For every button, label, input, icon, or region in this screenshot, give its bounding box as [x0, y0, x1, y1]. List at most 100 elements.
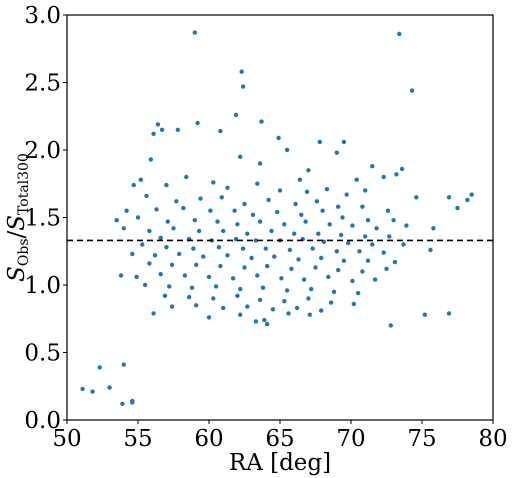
data-point: [384, 266, 389, 271]
y-tick-label: 2.5: [24, 71, 61, 97]
data-point: [80, 386, 85, 392]
data-point: [409, 88, 415, 93]
y-axis-label-sub1: Obs: [16, 238, 32, 266]
data-point: [327, 222, 332, 227]
x-axis-ticks: 50 55 60 65 70 75 80: [52, 420, 508, 452]
data-point: [144, 193, 149, 199]
data-point: [334, 249, 339, 254]
data-point: [221, 228, 226, 234]
data-point: [351, 301, 356, 307]
data-point: [184, 174, 189, 180]
data-point: [211, 180, 216, 185]
data-point: [154, 207, 159, 212]
data-point: [296, 257, 301, 262]
data-point: [399, 166, 405, 172]
data-point: [159, 127, 165, 132]
data-point: [313, 265, 318, 270]
data-point: [370, 242, 375, 247]
data-point: [381, 250, 386, 255]
data-point: [338, 232, 344, 238]
data-point: [292, 231, 297, 236]
data-point: [167, 284, 172, 289]
x-tick-label: 70: [336, 426, 365, 452]
data-point: [158, 272, 163, 277]
data-point: [289, 266, 294, 271]
data-point: [253, 319, 259, 324]
data-point: [269, 228, 274, 234]
data-point: [162, 293, 168, 298]
data-point: [240, 246, 246, 251]
data-point: [404, 223, 409, 228]
data-point: [242, 201, 247, 207]
data-point: [97, 365, 102, 370]
data-point: [266, 197, 271, 203]
data-point: [107, 385, 112, 390]
data-point: [350, 223, 355, 228]
data-point: [282, 299, 287, 304]
data-point: [215, 219, 220, 224]
data-point: [360, 269, 365, 274]
data-point: [363, 234, 368, 239]
data-point: [175, 127, 180, 132]
data-point: [363, 188, 368, 193]
data-point: [331, 289, 337, 294]
data-point: [135, 215, 141, 220]
data-point: [336, 204, 341, 209]
data-points: [80, 30, 474, 406]
data-point: [365, 258, 371, 263]
data-point: [219, 195, 224, 200]
data-point: [164, 245, 169, 250]
x-tick-label: 65: [265, 426, 294, 452]
data-point: [138, 177, 143, 182]
data-point: [422, 312, 427, 317]
data-point: [208, 208, 213, 213]
data-point: [307, 312, 312, 317]
data-point: [370, 164, 375, 169]
x-axis-label: RA [deg]: [229, 450, 331, 476]
data-point: [177, 251, 182, 257]
data-point: [171, 226, 176, 231]
data-point: [293, 201, 298, 207]
data-point: [455, 205, 460, 211]
data-point: [340, 215, 345, 220]
data-point: [387, 234, 392, 239]
data-point: [265, 321, 270, 327]
data-point: [255, 273, 260, 278]
data-point: [257, 219, 263, 224]
data-point: [297, 177, 303, 182]
data-point: [374, 226, 379, 231]
data-point: [230, 276, 236, 281]
data-point: [169, 262, 175, 267]
data-point: [131, 182, 136, 188]
data-point: [319, 255, 324, 261]
data-point: [130, 251, 135, 257]
data-point: [218, 263, 223, 269]
data-point: [90, 389, 95, 394]
data-point: [250, 212, 256, 217]
data-point: [344, 192, 349, 197]
data-point: [245, 304, 250, 309]
data-point: [388, 323, 393, 328]
data-point: [299, 212, 304, 217]
data-point: [294, 305, 300, 311]
data-point: [114, 218, 119, 223]
data-point: [196, 228, 202, 234]
data-point: [121, 362, 127, 367]
data-point: [350, 278, 355, 284]
y-tick-label: 3.0: [24, 3, 61, 29]
data-point: [341, 139, 347, 145]
data-point: [262, 317, 267, 323]
data-point: [272, 254, 277, 259]
data-point: [316, 231, 321, 236]
data-point: [392, 259, 398, 265]
data-point: [306, 168, 311, 173]
data-point: [391, 218, 396, 223]
data-point: [346, 240, 351, 246]
data-point: [186, 294, 192, 300]
data-point: [309, 286, 314, 292]
data-point: [225, 185, 230, 190]
data-point: [257, 161, 263, 166]
data-point: [304, 189, 310, 194]
data-point: [314, 199, 320, 204]
